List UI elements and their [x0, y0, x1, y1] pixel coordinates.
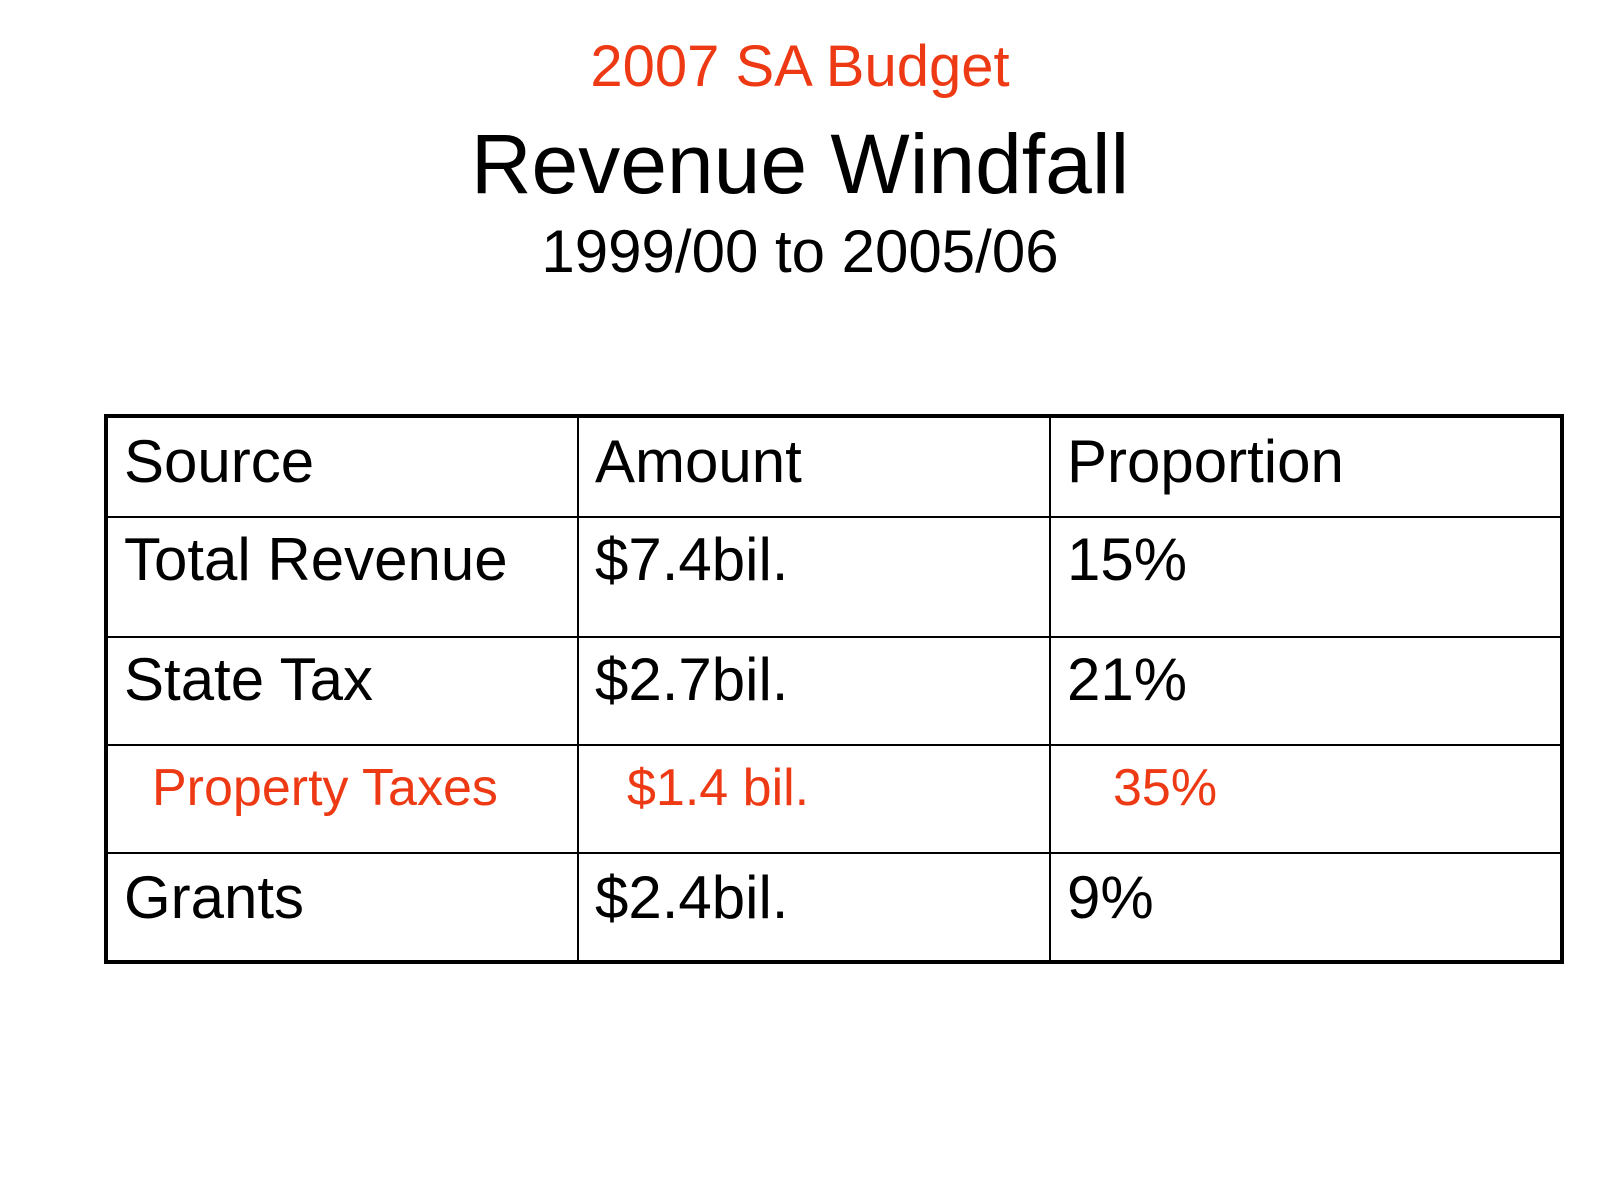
header-source: Source: [105, 415, 579, 518]
cell-amount: $7.4bil.: [577, 516, 1051, 638]
cell-source: Grants: [105, 852, 579, 963]
cell-proportion: 35%: [1049, 744, 1563, 854]
cell-amount: $2.7bil.: [577, 636, 1051, 746]
slide-title: Revenue Windfall: [470, 117, 1130, 211]
cell-proportion: 9%: [1049, 852, 1563, 963]
cell-source: Property Taxes: [105, 744, 579, 854]
cell-source: Total Revenue: [105, 516, 579, 638]
header-amount: Amount: [577, 415, 1051, 518]
revenue-table: Source Amount Proportion Total Revenue $…: [104, 414, 1564, 964]
cell-proportion: 15%: [1049, 516, 1563, 638]
table-row: Grants $2.4bil. 9%: [105, 852, 1563, 963]
cell-amount: $1.4 bil.: [577, 744, 1051, 854]
table-header-row: Source Amount Proportion: [105, 415, 1563, 518]
cell-amount: $2.4bil.: [577, 852, 1051, 963]
slide-pre-title: 2007 SA Budget: [590, 34, 1010, 99]
table-row-highlighted: Property Taxes $1.4 bil. 35%: [105, 744, 1563, 854]
cell-source: State Tax: [105, 636, 579, 746]
slide-subtitle: 1999/00 to 2005/06: [541, 218, 1059, 285]
table-row: Total Revenue $7.4bil. 15%: [105, 516, 1563, 638]
table-row: State Tax $2.7bil. 21%: [105, 636, 1563, 746]
cell-proportion: 21%: [1049, 636, 1563, 746]
header-proportion: Proportion: [1049, 415, 1563, 518]
